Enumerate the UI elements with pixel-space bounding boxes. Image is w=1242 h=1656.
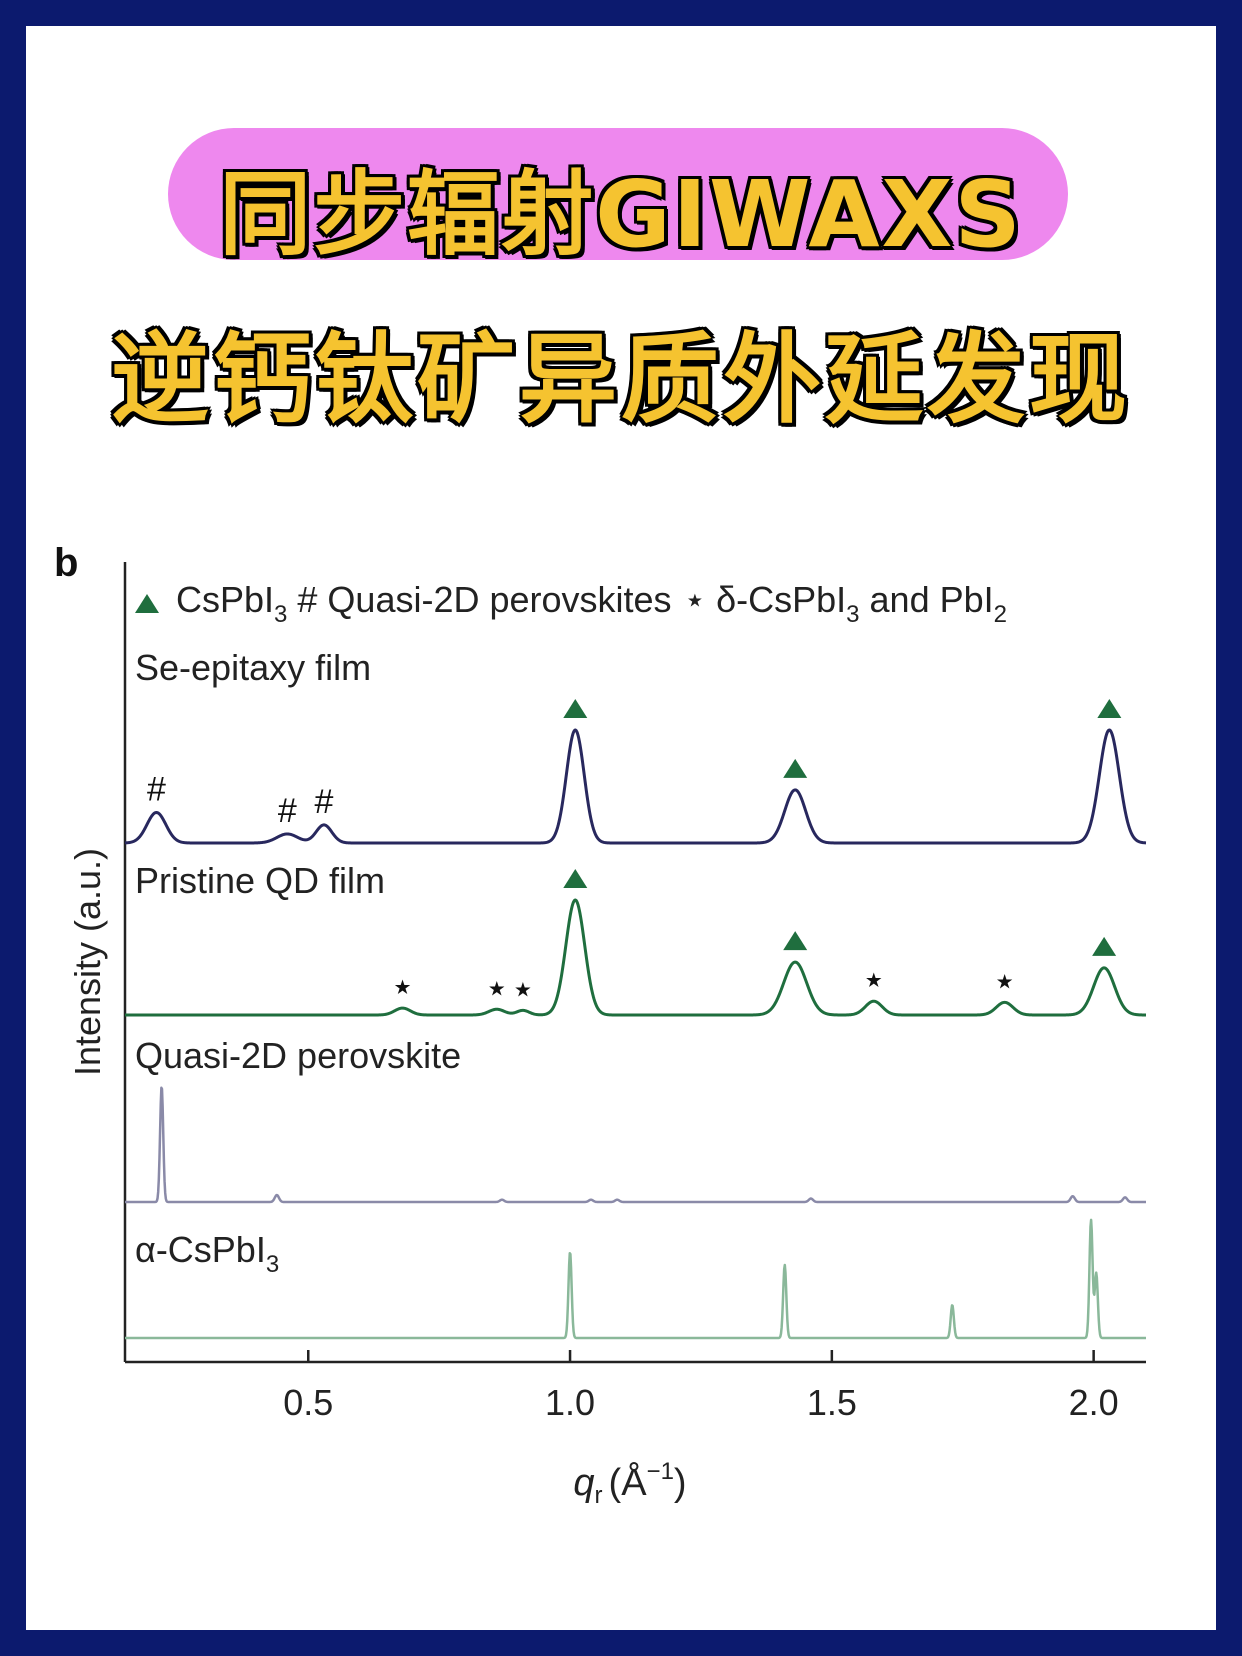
- marker-triangle-pristine-7: [1092, 936, 1117, 956]
- x-tick-label-2: 1.5: [807, 1382, 857, 1423]
- x-tick-label-0: 0.5: [283, 1382, 333, 1423]
- x-tick-label-1: 1.0: [545, 1382, 595, 1423]
- legend: CsPbI3 # Quasi-2D perovskites ⋆ δ-CsPbI3 a…: [135, 579, 1007, 628]
- marker-star-pristine-6: ⋆: [992, 959, 1017, 1003]
- peak-marks: ## #⋆ ⋆ ⋆ ⋆ ⋆: [147, 699, 1122, 1011]
- x-tick-label-3: 2.0: [1069, 1382, 1119, 1423]
- series-label-alpha: α-CsPbI3: [135, 1229, 279, 1278]
- x-axis-label: qr (Å−1): [573, 1458, 686, 1509]
- marker-star-pristine-1: ⋆: [484, 966, 509, 1010]
- series-label-pristine: Pristine QD film: [135, 860, 385, 901]
- series-label-se-epitaxy: Se-epitaxy film: [135, 647, 371, 688]
- series-label-alpha-main: α-CsPbI: [135, 1229, 266, 1270]
- title-line-2: 逆钙钛矿异质外延发现: [110, 323, 1131, 437]
- panel-label: b: [54, 541, 78, 585]
- legend-text: CsPbI3 # Quasi-2D perovskites ⋆ δ-CsPbI3 a…: [176, 579, 1007, 628]
- legend-cspbi3: CsPbI: [176, 579, 274, 620]
- x-axis-label-unit: (Å: [609, 1460, 648, 1504]
- marker-triangle-pristine-3: [563, 869, 588, 888]
- legend-star: ⋆ δ-CsPbI: [684, 579, 847, 620]
- legend-star-sub: 3: [846, 601, 859, 628]
- marker-triangle-se-epitaxy-4: [783, 758, 808, 778]
- x-axis-label-close: ): [674, 1462, 687, 1504]
- x-axis-label-q: q: [573, 1462, 594, 1504]
- marker-star-pristine-0: ⋆: [390, 965, 415, 1009]
- marker-hash-se-epitaxy-2: #: [315, 783, 334, 821]
- legend-hash: # Quasi-2D perovskites: [297, 579, 671, 620]
- marker-hash-se-epitaxy-0: #: [147, 770, 166, 808]
- marker-star-pristine-2: ⋆: [510, 967, 535, 1011]
- legend-star-tail: and PbI: [860, 579, 994, 620]
- y-axis-label: Intensity (a.u.): [67, 848, 108, 1076]
- marker-hash-se-epitaxy-1: #: [278, 792, 297, 830]
- x-axis-label-sub: r: [595, 1482, 603, 1509]
- marker-triangle-se-epitaxy-3: [563, 699, 588, 718]
- trace-se-epitaxy: [124, 728, 1147, 845]
- trace-pristine: [124, 898, 1147, 1017]
- legend-cspbi3-sub: 3: [274, 601, 287, 628]
- trace-alpha: [124, 1218, 1147, 1340]
- marker-triangle-pristine-4: [783, 931, 808, 951]
- title-line-1: 同步辐射GIWAXS: [219, 161, 1023, 268]
- x-axis-label-unit-sup: −1: [647, 1458, 674, 1485]
- series-label-quasi2d: Quasi-2D perovskite: [135, 1035, 461, 1076]
- traces: [124, 728, 1147, 1340]
- marker-triangle-se-epitaxy-5: [1097, 699, 1122, 718]
- series-label-alpha-sub: 3: [266, 1251, 279, 1278]
- legend-triangle-marker: [135, 594, 159, 613]
- legend-star-tail-sub: 2: [994, 601, 1007, 628]
- marker-star-pristine-5: ⋆: [861, 958, 886, 1002]
- x-ticks: 0.5 1.0 1.5 2.0: [283, 1350, 1119, 1423]
- title-highlight: [168, 128, 1068, 260]
- trace-quasi2d: [124, 1086, 1147, 1204]
